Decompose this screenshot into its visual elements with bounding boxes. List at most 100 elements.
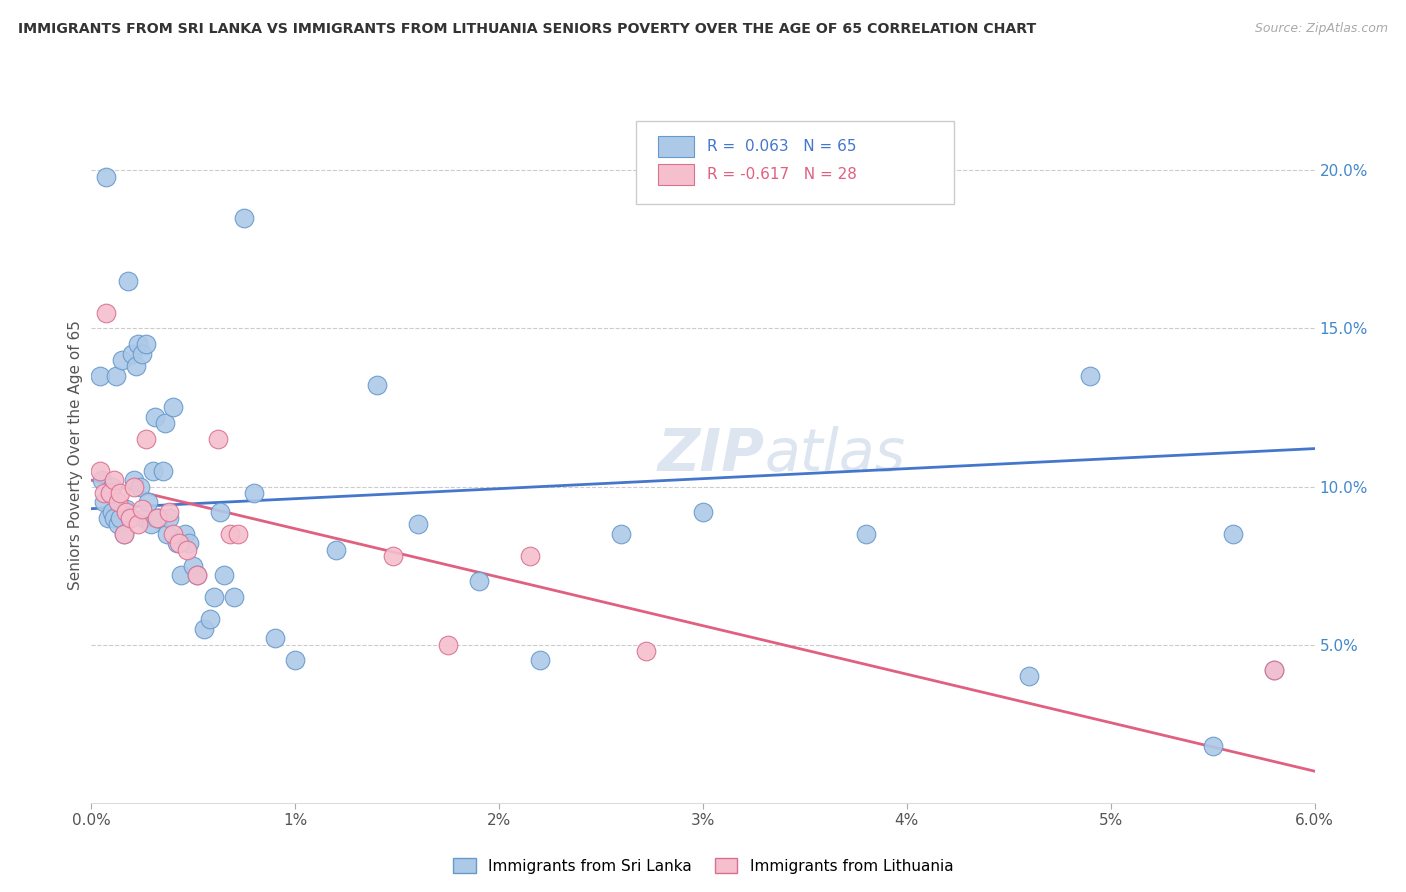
Point <box>117 274 139 288</box>
Point <box>120 511 142 525</box>
Point <box>107 495 129 509</box>
Point <box>1018 669 1040 683</box>
Point <box>143 409 166 424</box>
Point <box>186 568 208 582</box>
Point <box>176 542 198 557</box>
Point <box>366 378 388 392</box>
Point <box>198 612 221 626</box>
Point <box>111 353 134 368</box>
Point <box>162 401 184 415</box>
Text: Source: ZipAtlas.com: Source: ZipAtlas.com <box>1254 22 1388 36</box>
Text: R =  0.063   N = 65: R = 0.063 N = 65 <box>707 139 856 154</box>
Point <box>145 511 167 525</box>
Point <box>162 527 184 541</box>
Point <box>108 511 131 525</box>
Point <box>153 417 176 431</box>
Point <box>112 527 135 541</box>
Point <box>174 527 197 541</box>
Point <box>120 511 142 525</box>
Point <box>138 495 160 509</box>
Point <box>135 337 157 351</box>
Point <box>207 432 229 446</box>
Point <box>219 527 242 541</box>
Point <box>406 517 429 532</box>
Point <box>134 511 156 525</box>
Point <box>170 568 193 582</box>
Point <box>104 368 127 383</box>
Point <box>122 479 145 493</box>
Point <box>121 347 143 361</box>
Point <box>131 501 153 516</box>
Point <box>179 536 201 550</box>
Point <box>131 347 153 361</box>
Point <box>212 568 235 582</box>
FancyBboxPatch shape <box>636 121 953 204</box>
Point <box>1080 368 1102 383</box>
Point <box>107 517 129 532</box>
Point <box>233 211 256 225</box>
Text: R = -0.617   N = 28: R = -0.617 N = 28 <box>707 167 856 182</box>
Point <box>1222 527 1244 541</box>
Point <box>145 511 167 525</box>
Point <box>139 517 162 532</box>
Point <box>135 432 157 446</box>
Point <box>101 479 124 493</box>
Point <box>112 527 135 541</box>
Point <box>467 574 491 589</box>
Point <box>284 653 307 667</box>
Point <box>202 591 225 605</box>
Point <box>156 527 179 541</box>
FancyBboxPatch shape <box>658 136 695 157</box>
Point <box>127 337 149 351</box>
Point <box>243 486 266 500</box>
Point <box>167 536 190 550</box>
Point <box>98 486 121 500</box>
Y-axis label: Seniors Poverty Over the Age of 65: Seniors Poverty Over the Age of 65 <box>67 320 83 590</box>
Point <box>1263 663 1285 677</box>
Point <box>103 511 125 525</box>
Point <box>382 549 405 563</box>
Point <box>115 501 138 516</box>
Point <box>222 591 246 605</box>
Point <box>108 486 131 500</box>
Point <box>610 527 633 541</box>
Point <box>529 653 551 667</box>
Text: atlas: atlas <box>765 426 905 483</box>
Point <box>166 536 188 550</box>
Point <box>129 479 152 493</box>
Point <box>855 527 877 541</box>
Point <box>98 486 121 500</box>
Point <box>89 464 111 478</box>
Point <box>692 505 714 519</box>
Legend: Immigrants from Sri Lanka, Immigrants from Lithuania: Immigrants from Sri Lanka, Immigrants fr… <box>447 852 959 880</box>
Point <box>437 638 460 652</box>
Point <box>97 511 120 525</box>
Point <box>148 511 170 525</box>
Point <box>634 644 657 658</box>
Text: ZIP: ZIP <box>657 426 765 483</box>
Point <box>183 558 205 573</box>
Point <box>141 464 163 478</box>
Point <box>103 473 125 487</box>
Point <box>93 486 115 500</box>
Point <box>186 568 208 582</box>
Point <box>101 505 124 519</box>
Point <box>152 464 174 478</box>
Point <box>94 169 117 184</box>
Point <box>93 495 115 509</box>
Point <box>264 632 287 646</box>
Point <box>157 511 180 525</box>
Point <box>193 622 215 636</box>
Point <box>125 359 148 374</box>
Point <box>90 473 112 487</box>
Point <box>325 542 347 557</box>
Point <box>89 368 111 383</box>
Point <box>519 549 541 563</box>
Point <box>1263 663 1285 677</box>
FancyBboxPatch shape <box>658 164 695 185</box>
Point <box>226 527 249 541</box>
Point <box>94 305 117 319</box>
Text: IMMIGRANTS FROM SRI LANKA VS IMMIGRANTS FROM LITHUANIA SENIORS POVERTY OVER THE : IMMIGRANTS FROM SRI LANKA VS IMMIGRANTS … <box>18 22 1036 37</box>
Point <box>157 505 180 519</box>
Point <box>208 505 231 519</box>
